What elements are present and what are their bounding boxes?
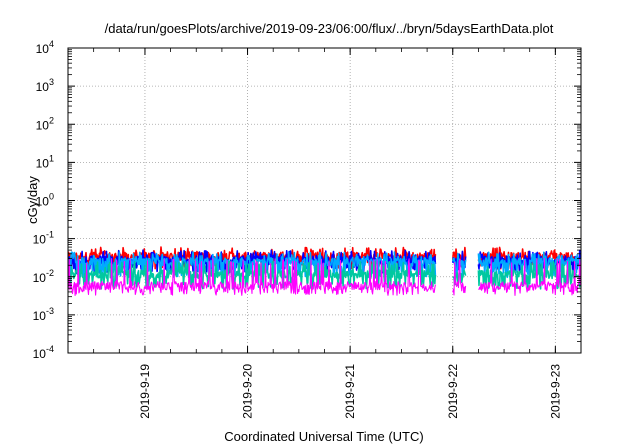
series-group — [68, 246, 581, 297]
series-line-5 — [68, 258, 581, 297]
y-axis-label: cGy/day — [25, 176, 40, 224]
grid — [68, 48, 581, 353]
y-tick-label: 101 — [36, 153, 54, 170]
x-axis-label: Coordinated Universal Time (UTC) — [224, 429, 423, 444]
y-tick-label: 10-2 — [33, 268, 54, 285]
y-tick-label: 10-3 — [33, 306, 54, 323]
chart-title: /data/run/goesPlots/archive/2019-09-23/0… — [105, 21, 554, 36]
x-tick-label: 2019-9-22 — [446, 364, 460, 419]
y-tick-label: 102 — [36, 115, 54, 132]
y-tick-label: 104 — [36, 39, 54, 56]
x-tick-label: 2019-9-21 — [343, 364, 357, 419]
x-tick-label: 2019-9-20 — [241, 364, 255, 419]
y-tick-label: 10-1 — [33, 230, 54, 247]
y-tick-label: 10-4 — [33, 344, 54, 361]
y-tick-label: 103 — [36, 77, 54, 94]
x-tick-labels: 2019-9-19 2019-9-20 2019-9-21 2019-9-22 2019… — [138, 364, 562, 419]
x-tick-label: 2019-9-23 — [548, 364, 562, 419]
ticks — [68, 47, 581, 354]
x-tick-label: 2019-9-19 — [138, 364, 152, 419]
